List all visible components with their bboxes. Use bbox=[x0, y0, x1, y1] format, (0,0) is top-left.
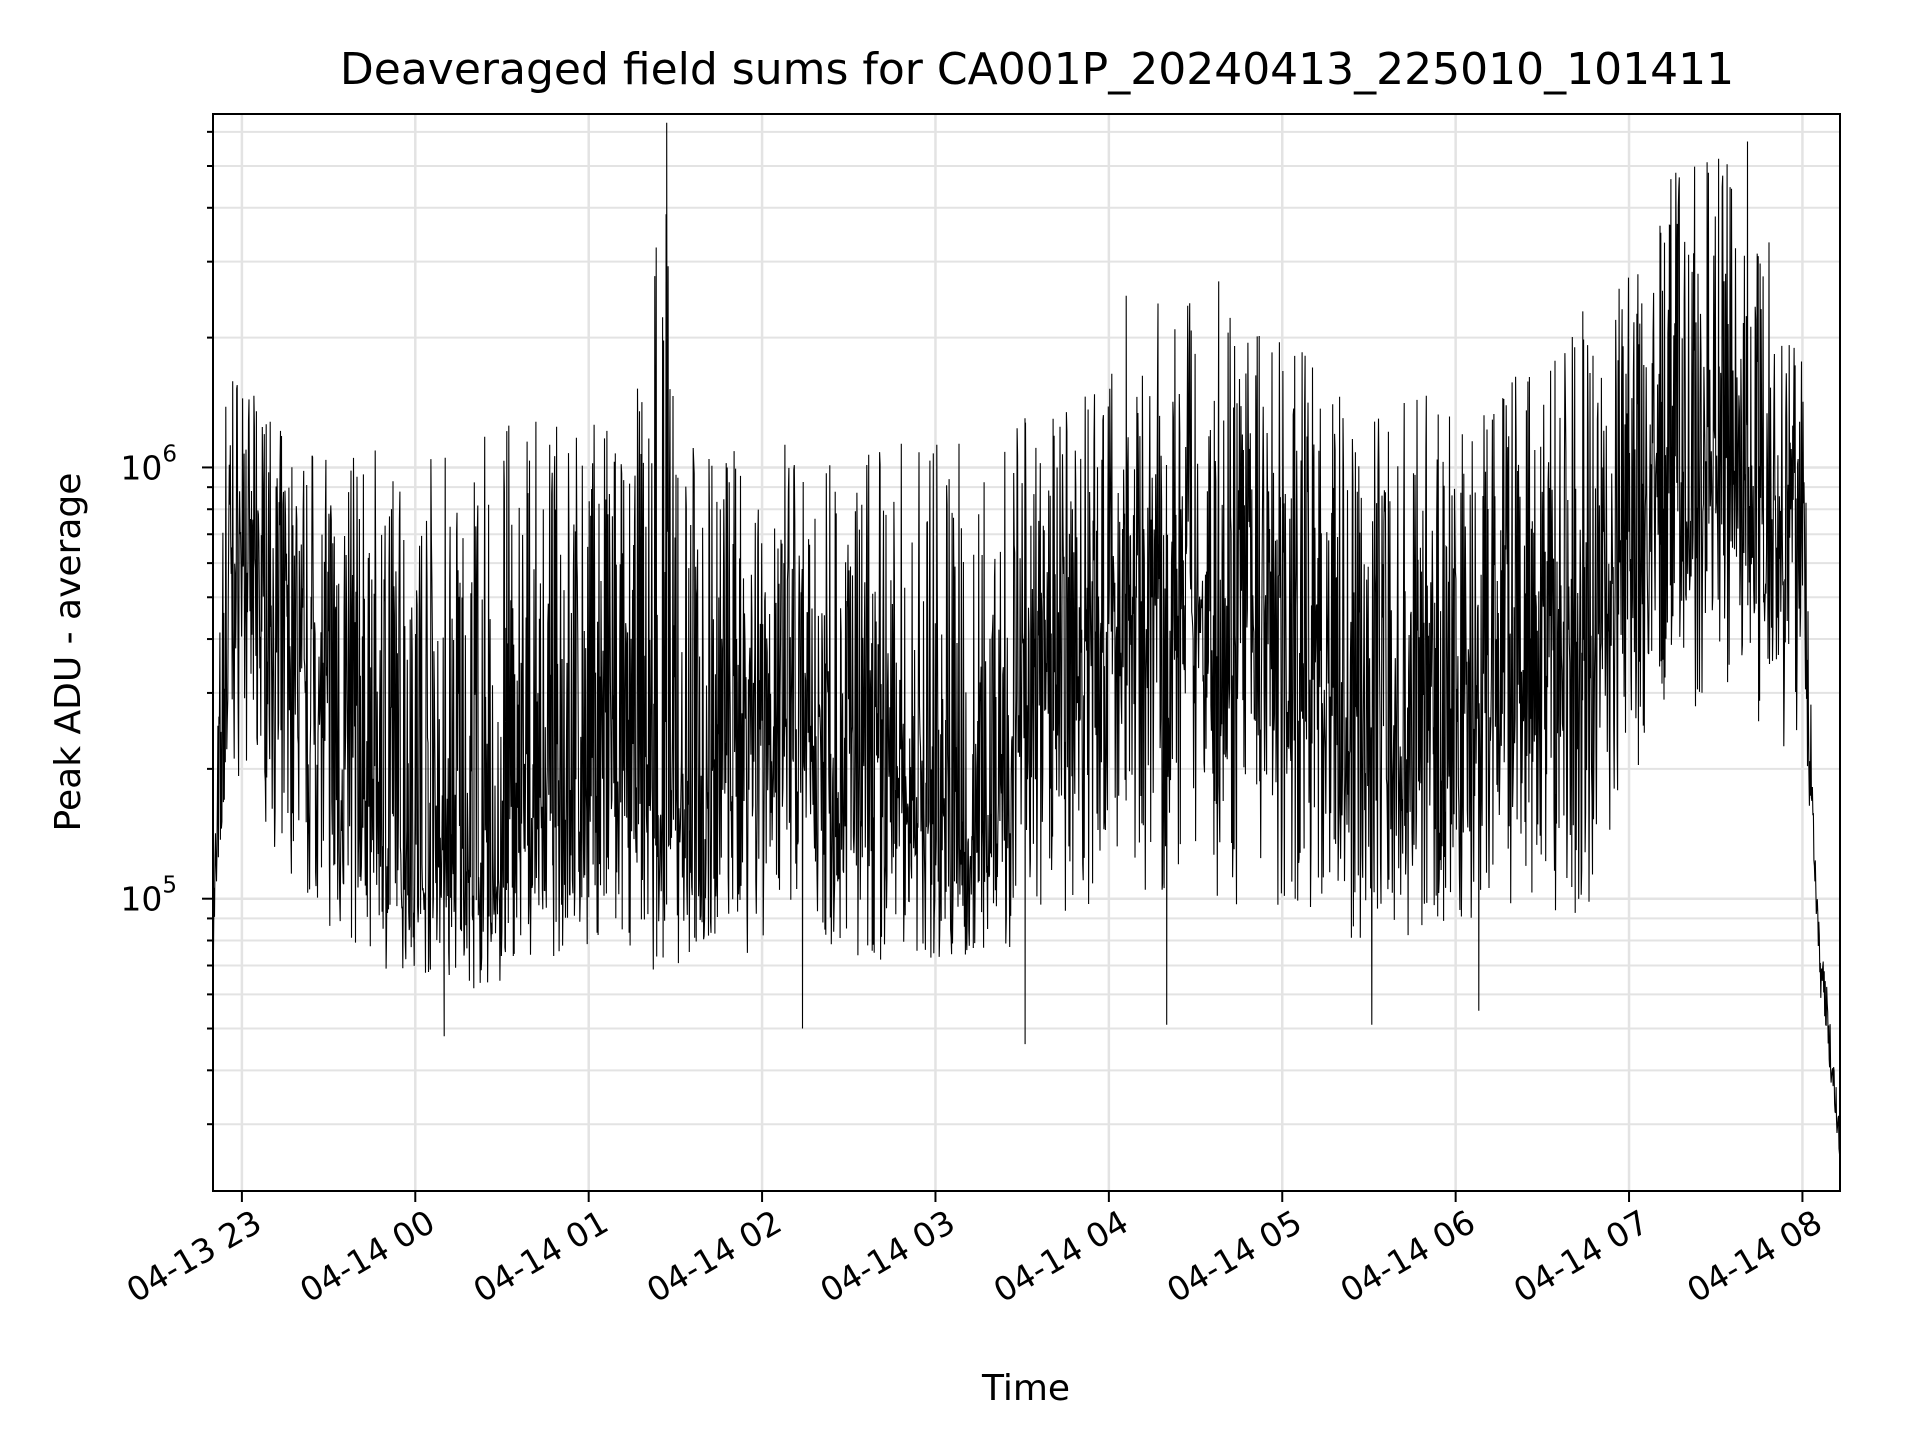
x-axis-label: Time bbox=[981, 1368, 1070, 1409]
chart-title: Deaveraged field sums for CA001P_2024041… bbox=[340, 44, 1734, 95]
plot-area bbox=[212, 122, 1841, 1155]
y-axis-label: Peak ADU - average bbox=[48, 473, 89, 832]
series-line bbox=[212, 122, 1841, 1155]
y-tick-exponent: 6 bbox=[162, 441, 177, 467]
axes-frame bbox=[212, 113, 1841, 1192]
y-tick-exponent: 5 bbox=[162, 873, 177, 899]
